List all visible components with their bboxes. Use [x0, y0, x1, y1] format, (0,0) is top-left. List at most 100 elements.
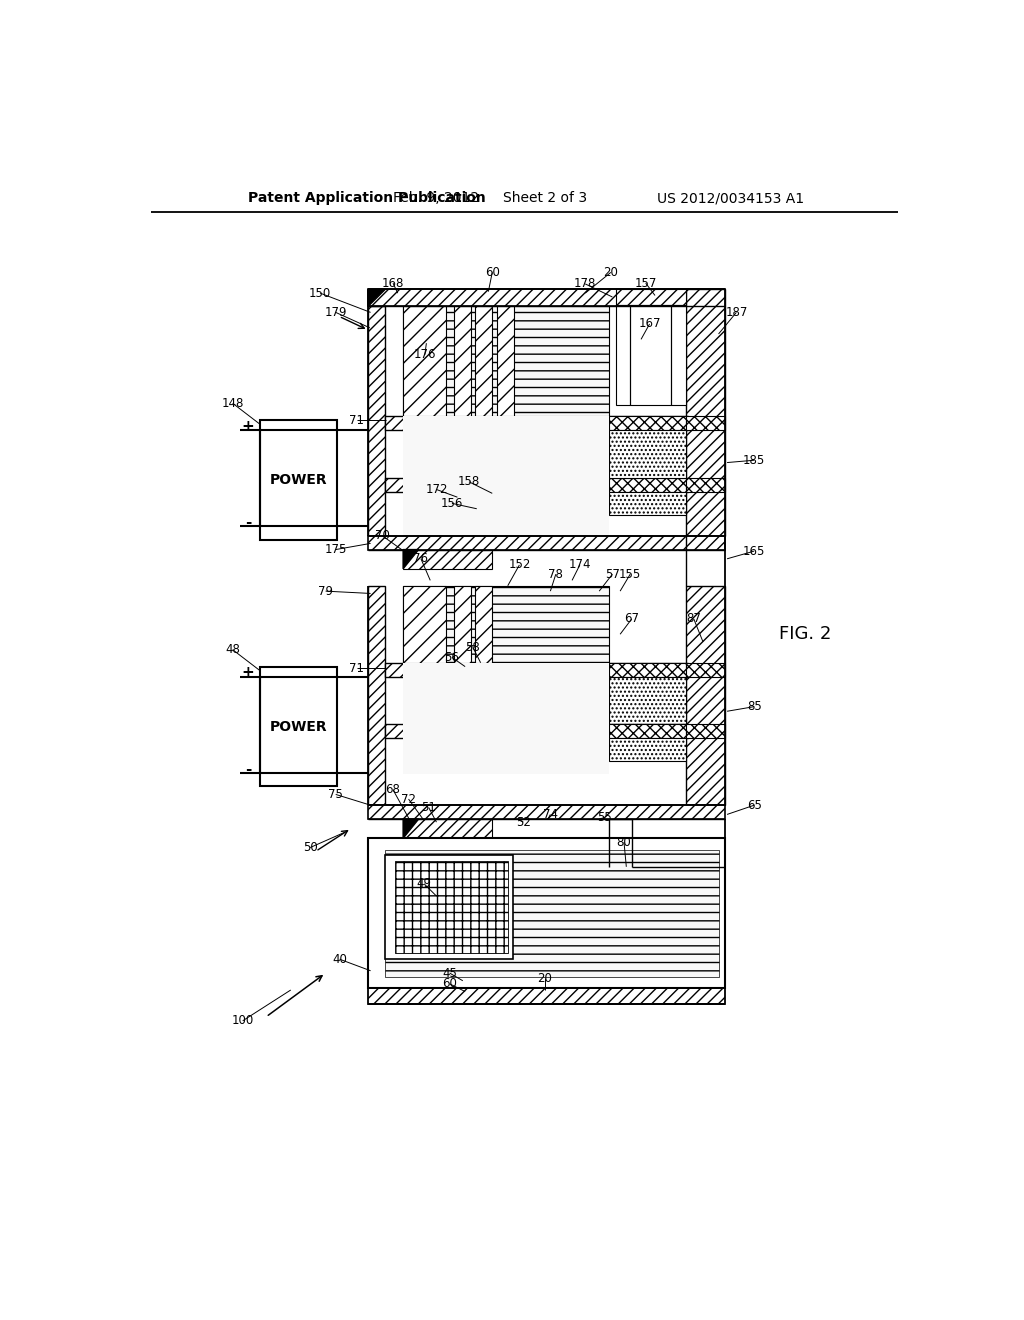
Text: 48: 48 — [225, 643, 240, 656]
Text: 176: 176 — [414, 348, 436, 362]
Bar — [686, 478, 725, 492]
Bar — [403, 663, 608, 725]
Text: 71: 71 — [349, 661, 365, 675]
Bar — [385, 663, 687, 677]
Bar — [608, 430, 686, 478]
Text: 52: 52 — [516, 816, 530, 829]
Text: 185: 185 — [743, 454, 765, 467]
Text: 67: 67 — [625, 612, 639, 626]
Bar — [454, 677, 488, 688]
Text: +: + — [242, 418, 255, 434]
Bar — [608, 725, 686, 738]
Bar — [686, 586, 725, 805]
Text: 150: 150 — [309, 286, 332, 300]
Bar — [454, 434, 488, 445]
Text: Sheet 2 of 3: Sheet 2 of 3 — [503, 191, 587, 206]
Text: +: + — [242, 665, 255, 680]
Text: 168: 168 — [382, 277, 404, 289]
Bar — [403, 725, 608, 775]
Bar — [608, 677, 686, 725]
Text: 45: 45 — [442, 966, 457, 979]
Bar — [454, 462, 488, 474]
Text: 58: 58 — [466, 640, 480, 653]
Text: -: - — [245, 762, 251, 776]
Bar — [385, 478, 687, 492]
Text: 85: 85 — [746, 700, 762, 713]
Text: 49: 49 — [417, 878, 431, 890]
Bar — [403, 586, 445, 663]
Text: 175: 175 — [325, 543, 347, 556]
Bar — [454, 586, 471, 663]
Bar — [403, 306, 608, 416]
Bar — [403, 416, 608, 478]
Text: -: - — [245, 515, 251, 531]
Text: 51: 51 — [421, 801, 436, 814]
Bar — [369, 989, 725, 1003]
Text: 55: 55 — [597, 810, 612, 824]
Text: 167: 167 — [638, 317, 660, 330]
Bar — [671, 305, 686, 405]
Bar — [385, 850, 719, 977]
Bar — [475, 711, 510, 722]
Text: 20: 20 — [538, 972, 552, 985]
Bar — [385, 855, 513, 960]
Text: 187: 187 — [725, 306, 748, 319]
Bar — [475, 462, 510, 474]
Text: 87: 87 — [686, 612, 701, 626]
Text: 148: 148 — [221, 397, 244, 409]
Text: 74: 74 — [543, 808, 558, 821]
Text: 100: 100 — [231, 1014, 254, 1027]
Bar — [369, 306, 385, 536]
Text: 40: 40 — [332, 953, 347, 966]
Text: POWER: POWER — [269, 474, 328, 487]
Text: FIG. 2: FIG. 2 — [779, 626, 831, 643]
Bar — [369, 289, 725, 306]
Text: 156: 156 — [440, 496, 463, 510]
Bar — [686, 416, 725, 430]
Text: 179: 179 — [325, 306, 347, 319]
Text: 68: 68 — [386, 783, 400, 796]
Text: 178: 178 — [574, 277, 596, 290]
Polygon shape — [403, 818, 419, 838]
Bar — [686, 289, 725, 536]
Text: 70: 70 — [375, 529, 390, 543]
Bar — [475, 306, 493, 416]
Text: 71: 71 — [349, 413, 365, 426]
Bar — [454, 306, 471, 416]
Bar — [475, 586, 493, 663]
Text: 174: 174 — [568, 558, 591, 572]
Text: 78: 78 — [549, 568, 563, 581]
Bar — [686, 725, 725, 738]
Bar — [403, 549, 493, 569]
Bar — [395, 861, 508, 953]
Text: 155: 155 — [620, 568, 641, 581]
Text: US 2012/0034153 A1: US 2012/0034153 A1 — [657, 191, 805, 206]
Text: 76: 76 — [414, 552, 428, 565]
Polygon shape — [403, 549, 419, 569]
Text: 72: 72 — [401, 792, 416, 805]
Bar — [475, 677, 510, 688]
Bar — [616, 289, 686, 305]
Bar — [608, 663, 686, 677]
Text: 152: 152 — [508, 558, 530, 572]
Text: 158: 158 — [458, 475, 480, 488]
Text: 60: 60 — [484, 265, 500, 279]
Bar — [454, 711, 488, 722]
Text: 172: 172 — [425, 483, 447, 496]
Bar — [475, 434, 510, 445]
Bar — [403, 586, 608, 663]
Text: 165: 165 — [743, 545, 765, 557]
Bar — [608, 738, 686, 762]
Text: POWER: POWER — [269, 719, 328, 734]
Text: 157: 157 — [635, 277, 656, 289]
Bar — [369, 805, 725, 818]
Bar — [369, 838, 725, 989]
Bar — [403, 306, 445, 416]
Text: 60: 60 — [442, 977, 457, 990]
Text: 57: 57 — [605, 568, 620, 581]
Bar — [369, 586, 385, 805]
Text: 56: 56 — [444, 651, 460, 664]
Bar — [608, 416, 686, 430]
Bar — [608, 492, 686, 515]
Text: 50: 50 — [303, 841, 317, 854]
